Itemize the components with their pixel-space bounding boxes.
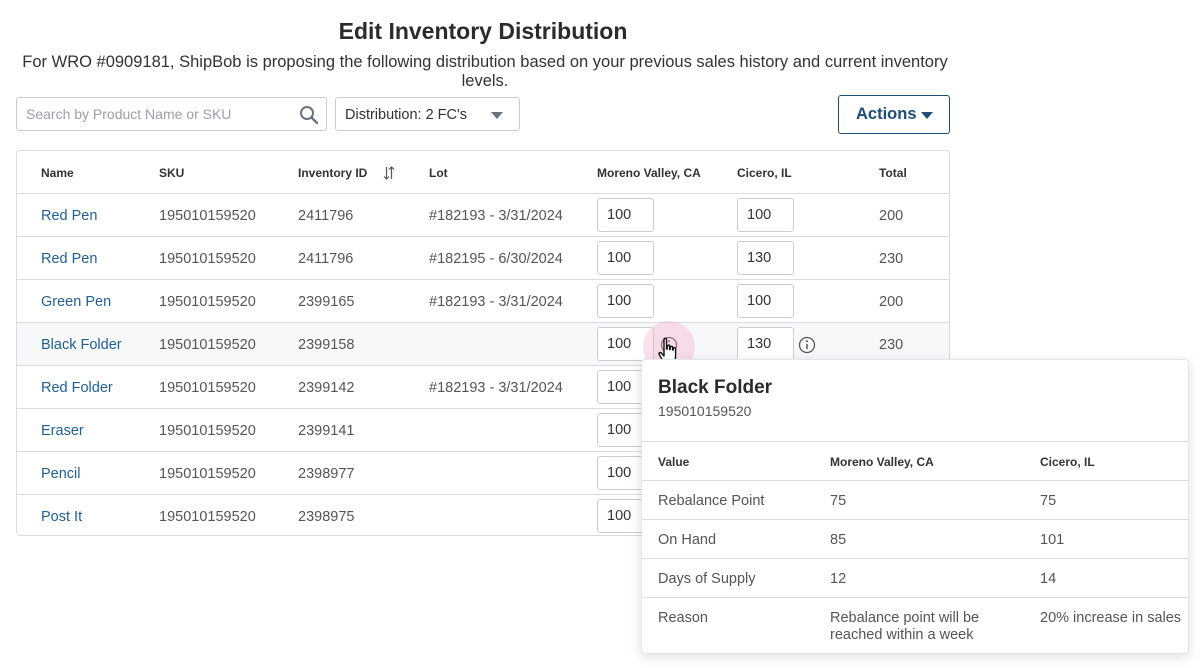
total-cell: 230 [879, 337, 904, 353]
sku-cell: 195010159520 [159, 251, 256, 267]
sku-cell: 195010159520 [159, 337, 256, 353]
inventory-id-cell: 2398975 [298, 509, 355, 525]
product-name-link[interactable]: Black Folder [41, 337, 122, 353]
inventory-id-cell: 2411796 [298, 251, 354, 267]
popover-row: Days of Supply 12 14 [642, 558, 1188, 597]
product-name-link[interactable]: Post It [41, 509, 83, 525]
table-row: Black Folder 195010159520 2399158 230 [17, 323, 949, 366]
cicero-qty-input[interactable] [737, 241, 794, 275]
cicero-qty-input[interactable] [737, 327, 794, 361]
lot-cell: #182195 - 6/30/2024 [429, 251, 563, 267]
product-name-link[interactable]: Red Folder [41, 380, 113, 396]
product-name-link[interactable]: Pencil [41, 466, 81, 482]
table-row: Red Pen 195010159520 2411796 #182195 - 6… [17, 237, 949, 280]
popover-sku: 195010159520 [658, 403, 752, 419]
sku-cell: 195010159520 [159, 380, 256, 396]
sku-cell: 195010159520 [159, 294, 256, 310]
page-title: Edit Inventory Distribution [338, 18, 628, 44]
popover-header-value: Value [658, 455, 690, 469]
cicero-qty-input[interactable] [737, 284, 794, 318]
popover-row-moreno-valley: Rebalance point will be reached within a… [830, 610, 980, 643]
actions-button[interactable]: Actions [838, 95, 950, 134]
info-icon[interactable] [798, 336, 816, 354]
popover-row: On Hand 85 101 [642, 519, 1188, 558]
sku-cell: 195010159520 [159, 466, 256, 482]
sku-cell: 195010159520 [159, 208, 256, 224]
moreno-valley-qty-input[interactable] [597, 327, 654, 361]
search-icon[interactable] [299, 105, 319, 125]
sort-icon[interactable] [383, 165, 395, 181]
popover-title: Black Folder [658, 377, 773, 398]
popover-row-moreno-valley: 85 [830, 532, 847, 548]
product-name-link[interactable]: Eraser [41, 423, 84, 439]
popover-header-row: Value Moreno Valley, CA Cicero, IL [642, 441, 1188, 480]
column-header-total[interactable]: Total [879, 166, 907, 180]
column-header-cicero[interactable]: Cicero, IL [737, 166, 792, 180]
lot-cell: #182193 - 3/31/2024 [429, 380, 563, 396]
table-header: Name SKU Inventory ID Lot Moreno Valley,… [17, 151, 949, 194]
table-row: Pencil 195010159520 2398977 [17, 452, 949, 495]
sku-cell: 195010159520 [159, 509, 256, 525]
inventory-id-cell: 2399165 [298, 294, 355, 310]
popover-row-moreno-valley: 12 [830, 571, 847, 587]
inventory-details-popover: Black Folder 195010159520 Value Moreno V… [641, 359, 1189, 654]
popover-row-label: Reason [658, 610, 708, 626]
product-name-link[interactable]: Red Pen [41, 251, 98, 267]
lot-cell: #182193 - 3/31/2024 [429, 294, 563, 310]
product-name-link[interactable]: Green Pen [41, 294, 112, 310]
column-header-moreno-valley[interactable]: Moreno Valley, CA [597, 166, 701, 180]
inventory-id-cell: 2411796 [298, 208, 354, 224]
product-name-link[interactable]: Red Pen [41, 208, 98, 224]
popover-row-label: On Hand [658, 532, 717, 548]
popover-row-label: Days of Supply [658, 571, 756, 587]
popover-row-cicero: 20% increase in sales [1040, 610, 1182, 626]
inventory-id-cell: 2399142 [298, 380, 355, 396]
search-box [16, 97, 327, 131]
cicero-qty-input[interactable] [737, 198, 794, 232]
inventory-id-cell: 2399158 [298, 337, 355, 353]
inventory-id-cell: 2398977 [298, 466, 355, 482]
inventory-id-cell: 2399141 [298, 423, 355, 439]
popover-header-moreno-valley: Moreno Valley, CA [830, 455, 934, 469]
column-header-lot[interactable]: Lot [429, 166, 448, 180]
actions-button-label: Actions [856, 105, 917, 123]
popover-row: Reason Rebalance point will be reached w… [642, 597, 1188, 653]
total-cell: 230 [879, 251, 904, 267]
popover-row-moreno-valley: 75 [830, 493, 847, 509]
column-header-sku[interactable]: SKU [159, 166, 185, 180]
search-input[interactable] [17, 98, 287, 130]
sku-cell: 195010159520 [159, 423, 256, 439]
chevron-down-icon [921, 112, 933, 119]
moreno-valley-qty-input[interactable] [597, 241, 654, 275]
total-cell: 200 [879, 208, 904, 224]
popover-row-cicero: 101 [1040, 532, 1065, 548]
distribution-select-label: Distribution: 2 FC's [345, 107, 468, 123]
distribution-select[interactable]: Distribution: 2 FC's [335, 97, 520, 131]
column-header-name[interactable]: Name [41, 166, 74, 180]
popover-row-label: Rebalance Point [658, 493, 765, 509]
popover-row-cicero: 14 [1040, 571, 1057, 587]
moreno-valley-qty-input[interactable] [597, 284, 654, 318]
chevron-down-icon [491, 112, 503, 119]
table-row: Green Pen 195010159520 2399165 #182193 -… [17, 280, 949, 323]
moreno-valley-qty-input[interactable] [597, 198, 654, 232]
column-header-inventory-id[interactable]: Inventory ID [298, 166, 368, 180]
total-cell: 200 [879, 294, 904, 310]
popover-header-cicero: Cicero, IL [1040, 455, 1095, 469]
lot-cell: #182193 - 3/31/2024 [429, 208, 563, 224]
table-row: Red Pen 195010159520 2411796 #182193 - 3… [17, 194, 949, 237]
popover-row-cicero: 75 [1040, 493, 1057, 509]
page-subtitle: For WRO #0909181, ShipBob is proposing t… [22, 53, 948, 90]
popover-row: Rebalance Point 75 75 [642, 480, 1188, 519]
